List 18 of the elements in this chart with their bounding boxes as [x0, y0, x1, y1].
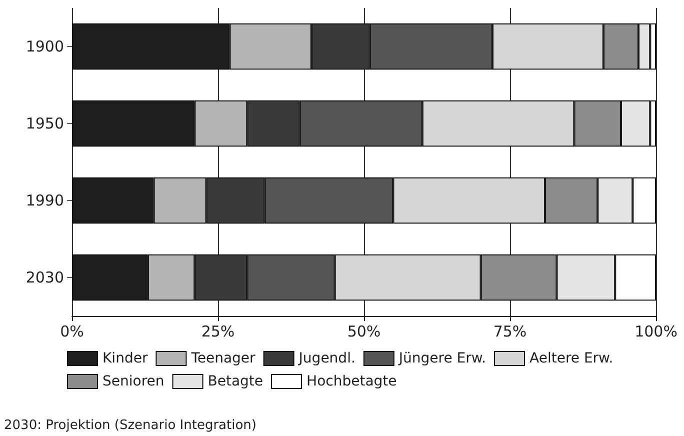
legend-label: Betagte [208, 374, 264, 390]
x-tick-label: 0% [60, 322, 84, 340]
legend-label: Aeltere Erw. [530, 350, 614, 366]
legend-label: Hochbetagte [306, 374, 397, 390]
y-tick-label: 1950 [26, 114, 64, 132]
legend-label: Jugendl. [298, 350, 356, 366]
legend-label: Kinder [102, 350, 148, 366]
y-tick-label: 1990 [26, 192, 64, 210]
text: 2030: Projektion (Szenario Integration) [4, 418, 256, 433]
x-tick-label: 75% [493, 322, 527, 340]
legend-label: Jüngere Erw. [398, 350, 486, 366]
legend-label: Teenager [190, 350, 256, 366]
y-tick-label: 1900 [26, 38, 64, 56]
legend-label: Senioren [102, 374, 164, 390]
x-tick-label: 25% [201, 322, 235, 340]
y-tick-label: 2030 [26, 268, 64, 286]
x-tick-label: 100% [634, 322, 678, 340]
x-tick-label: 50% [347, 322, 381, 340]
